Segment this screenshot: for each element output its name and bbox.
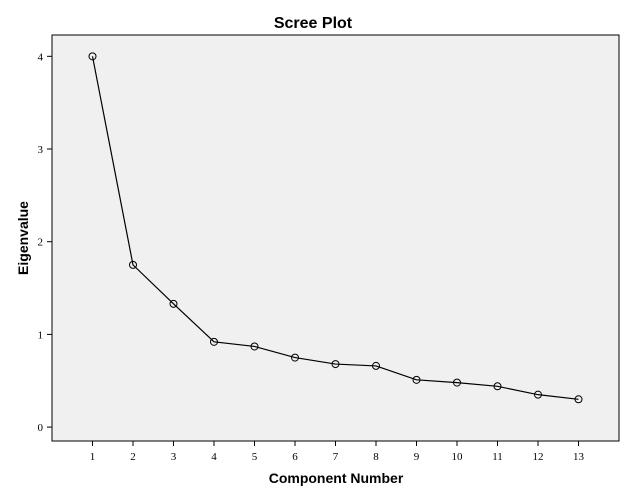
chart-title: Scree Plot [274,15,353,32]
data-point [493,382,502,391]
data-point [412,375,421,384]
y-axis: 0 1 2 3 4 [38,51,52,434]
plot-area [51,34,620,442]
y-tick-label: 1 [38,329,44,341]
y-tick-label: 2 [38,237,44,249]
x-tick-label: 11 [492,451,503,463]
x-tick-label: 7 [333,451,339,463]
x-tick-label: 4 [211,451,217,463]
x-tick-label: 5 [252,451,258,463]
data-point [169,299,178,308]
x-tick-label: 8 [373,451,379,463]
series-line [91,56,579,400]
data-point [250,342,259,351]
y-tick-label: 4 [38,51,44,63]
x-tick-label: 6 [292,451,298,463]
x-tick-label: 13 [573,451,585,463]
x-tick-label: 9 [414,451,420,463]
x-axis: 1 2 3 4 5 6 7 8 9 10 11 12 13 [90,441,585,463]
data-point [372,361,380,370]
data-point [210,337,218,346]
data-point [331,360,340,369]
x-tick-label: 2 [130,451,136,463]
x-axis-label: Component Number [269,470,404,486]
data-point [534,390,542,399]
x-tick-label: 3 [171,451,177,463]
y-tick-label: 3 [38,144,44,156]
data-point [453,378,461,387]
x-tick-label: 12 [533,451,544,463]
x-tick-label: 1 [90,451,96,463]
y-tick-label: 0 [38,422,44,434]
data-point [88,52,97,61]
data-point [129,260,137,269]
data-point [291,353,299,362]
eigenvalue-series [88,52,583,404]
data-point [574,395,583,404]
y-axis-label: Eigenvalue [15,201,31,275]
x-tick-label: 10 [452,451,464,463]
